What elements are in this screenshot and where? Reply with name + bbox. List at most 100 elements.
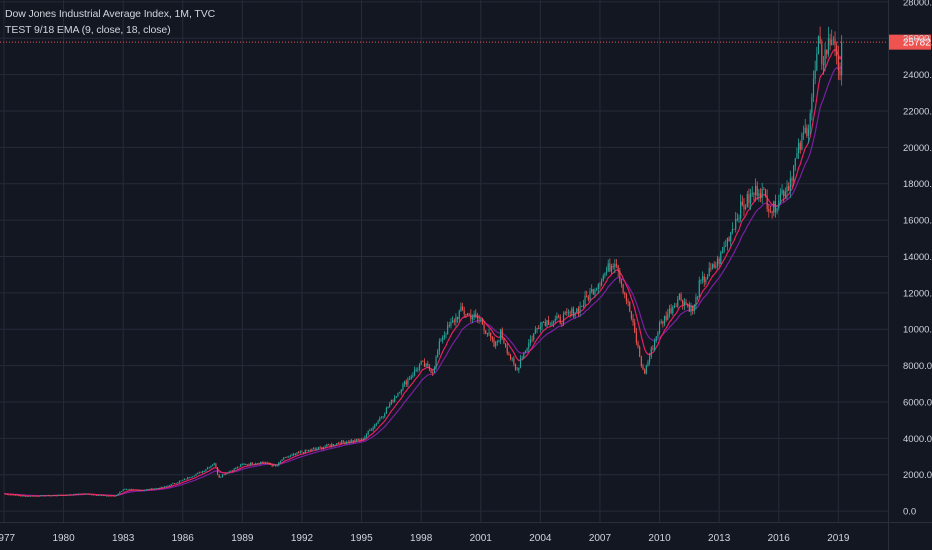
- candle-body: [786, 186, 788, 192]
- candle-body: [605, 270, 608, 273]
- candle-body: [804, 127, 806, 134]
- candle-body: [538, 328, 540, 329]
- candle-body: [577, 308, 580, 313]
- candle-body: [683, 301, 685, 305]
- candle-body: [776, 207, 778, 212]
- candle-body: [175, 483, 177, 485]
- candle-body: [347, 441, 349, 443]
- candle-body: [304, 449, 306, 453]
- candle-body: [187, 477, 189, 480]
- candle-body: [741, 201, 743, 206]
- candle-body: [562, 314, 565, 324]
- candle-body: [533, 333, 535, 340]
- candle-body: [225, 473, 227, 475]
- candle-body: [713, 264, 715, 268]
- candle-body: [266, 462, 268, 464]
- candle-body: [261, 461, 263, 463]
- candle-body: [76, 493, 78, 495]
- candle-body: [657, 333, 659, 337]
- candle-body: [531, 339, 533, 341]
- candle-body: [372, 427, 374, 431]
- x-tick-label: 1989: [231, 533, 254, 544]
- candle-body: [708, 267, 710, 277]
- candle-body: [736, 218, 738, 220]
- candle-body: [471, 317, 474, 320]
- candle-body: [812, 79, 815, 97]
- candle-body: [390, 399, 392, 405]
- x-tick-label: 1980: [52, 533, 75, 544]
- x-tick-label: 1977: [0, 533, 16, 544]
- candle-body: [349, 440, 351, 443]
- candle-body: [483, 324, 485, 331]
- candle-body: [51, 495, 53, 497]
- candle-body: [801, 134, 803, 150]
- candle-body: [685, 301, 687, 304]
- candle-body: [476, 315, 479, 319]
- candle-body: [241, 464, 243, 466]
- x-tick-label: 1995: [350, 533, 373, 544]
- candle-body: [511, 358, 513, 360]
- candle-body: [617, 265, 619, 271]
- candle-body: [49, 495, 51, 497]
- candle-body: [379, 418, 381, 421]
- candle-body: [748, 194, 750, 204]
- candle-body: [601, 280, 603, 286]
- candle-body: [779, 193, 781, 201]
- candle-body: [766, 196, 768, 210]
- candle-body: [64, 495, 66, 496]
- candle-body: [589, 291, 591, 300]
- candle-body: [725, 245, 727, 247]
- candle-body: [500, 329, 502, 341]
- candle-body: [157, 488, 159, 489]
- candle-body: [334, 444, 336, 446]
- candle-body: [836, 45, 838, 56]
- candle-body: [311, 448, 313, 451]
- candle-body: [658, 322, 661, 334]
- candle-body: [541, 321, 543, 327]
- candle-body: [281, 459, 283, 461]
- candle-body: [284, 457, 286, 458]
- candle-body: [400, 389, 402, 393]
- x-tick-label: 1992: [291, 533, 314, 544]
- candle-body: [442, 337, 444, 341]
- indicator-legend[interactable]: TEST 9/18 EMA (9, close, 18, close): [5, 24, 171, 36]
- y-axis[interactable]: 0.0 2000.0 4000.0 6000.0 8000.0 10000.0 12000.…: [888, 0, 932, 550]
- candle-body: [38, 496, 40, 497]
- candle-body: [582, 304, 584, 307]
- candle-body: [629, 301, 631, 312]
- candle-body: [271, 464, 273, 467]
- y-tick-label: 28000.0: [903, 0, 932, 8]
- candle-body: [278, 462, 280, 466]
- candle-body: [529, 339, 531, 343]
- candle-body: [427, 363, 429, 366]
- candle-body: [362, 438, 364, 440]
- candle-body: [652, 348, 654, 350]
- candle-body: [721, 250, 724, 253]
- candle-body: [630, 311, 632, 319]
- y-tick-label: 26000.0: [903, 34, 932, 45]
- candle-body: [177, 482, 179, 484]
- candle-body: [132, 489, 134, 491]
- candle-body: [440, 340, 442, 342]
- candle-body: [342, 440, 344, 442]
- candle-body: [655, 336, 657, 341]
- x-axis[interactable]: 1977 1980 1983 1986 1989 1992 1995 1998 2001 2004…: [0, 522, 932, 545]
- candle-body: [365, 434, 368, 437]
- candle-body: [733, 229, 735, 230]
- candle-body: [491, 337, 493, 340]
- candle-body: [18, 495, 20, 497]
- last-price-badge: [889, 34, 931, 50]
- candle-body: [370, 430, 373, 431]
- candle-body: [634, 322, 636, 333]
- candle-body: [53, 495, 55, 497]
- candle-body: [34, 495, 37, 497]
- candle-body: [455, 317, 457, 323]
- candle-body: [382, 416, 384, 418]
- candle-body: [374, 424, 376, 428]
- candle-body: [216, 467, 219, 475]
- candle-body: [637, 342, 639, 347]
- candle-body: [726, 237, 728, 246]
- candle-body: [380, 417, 383, 419]
